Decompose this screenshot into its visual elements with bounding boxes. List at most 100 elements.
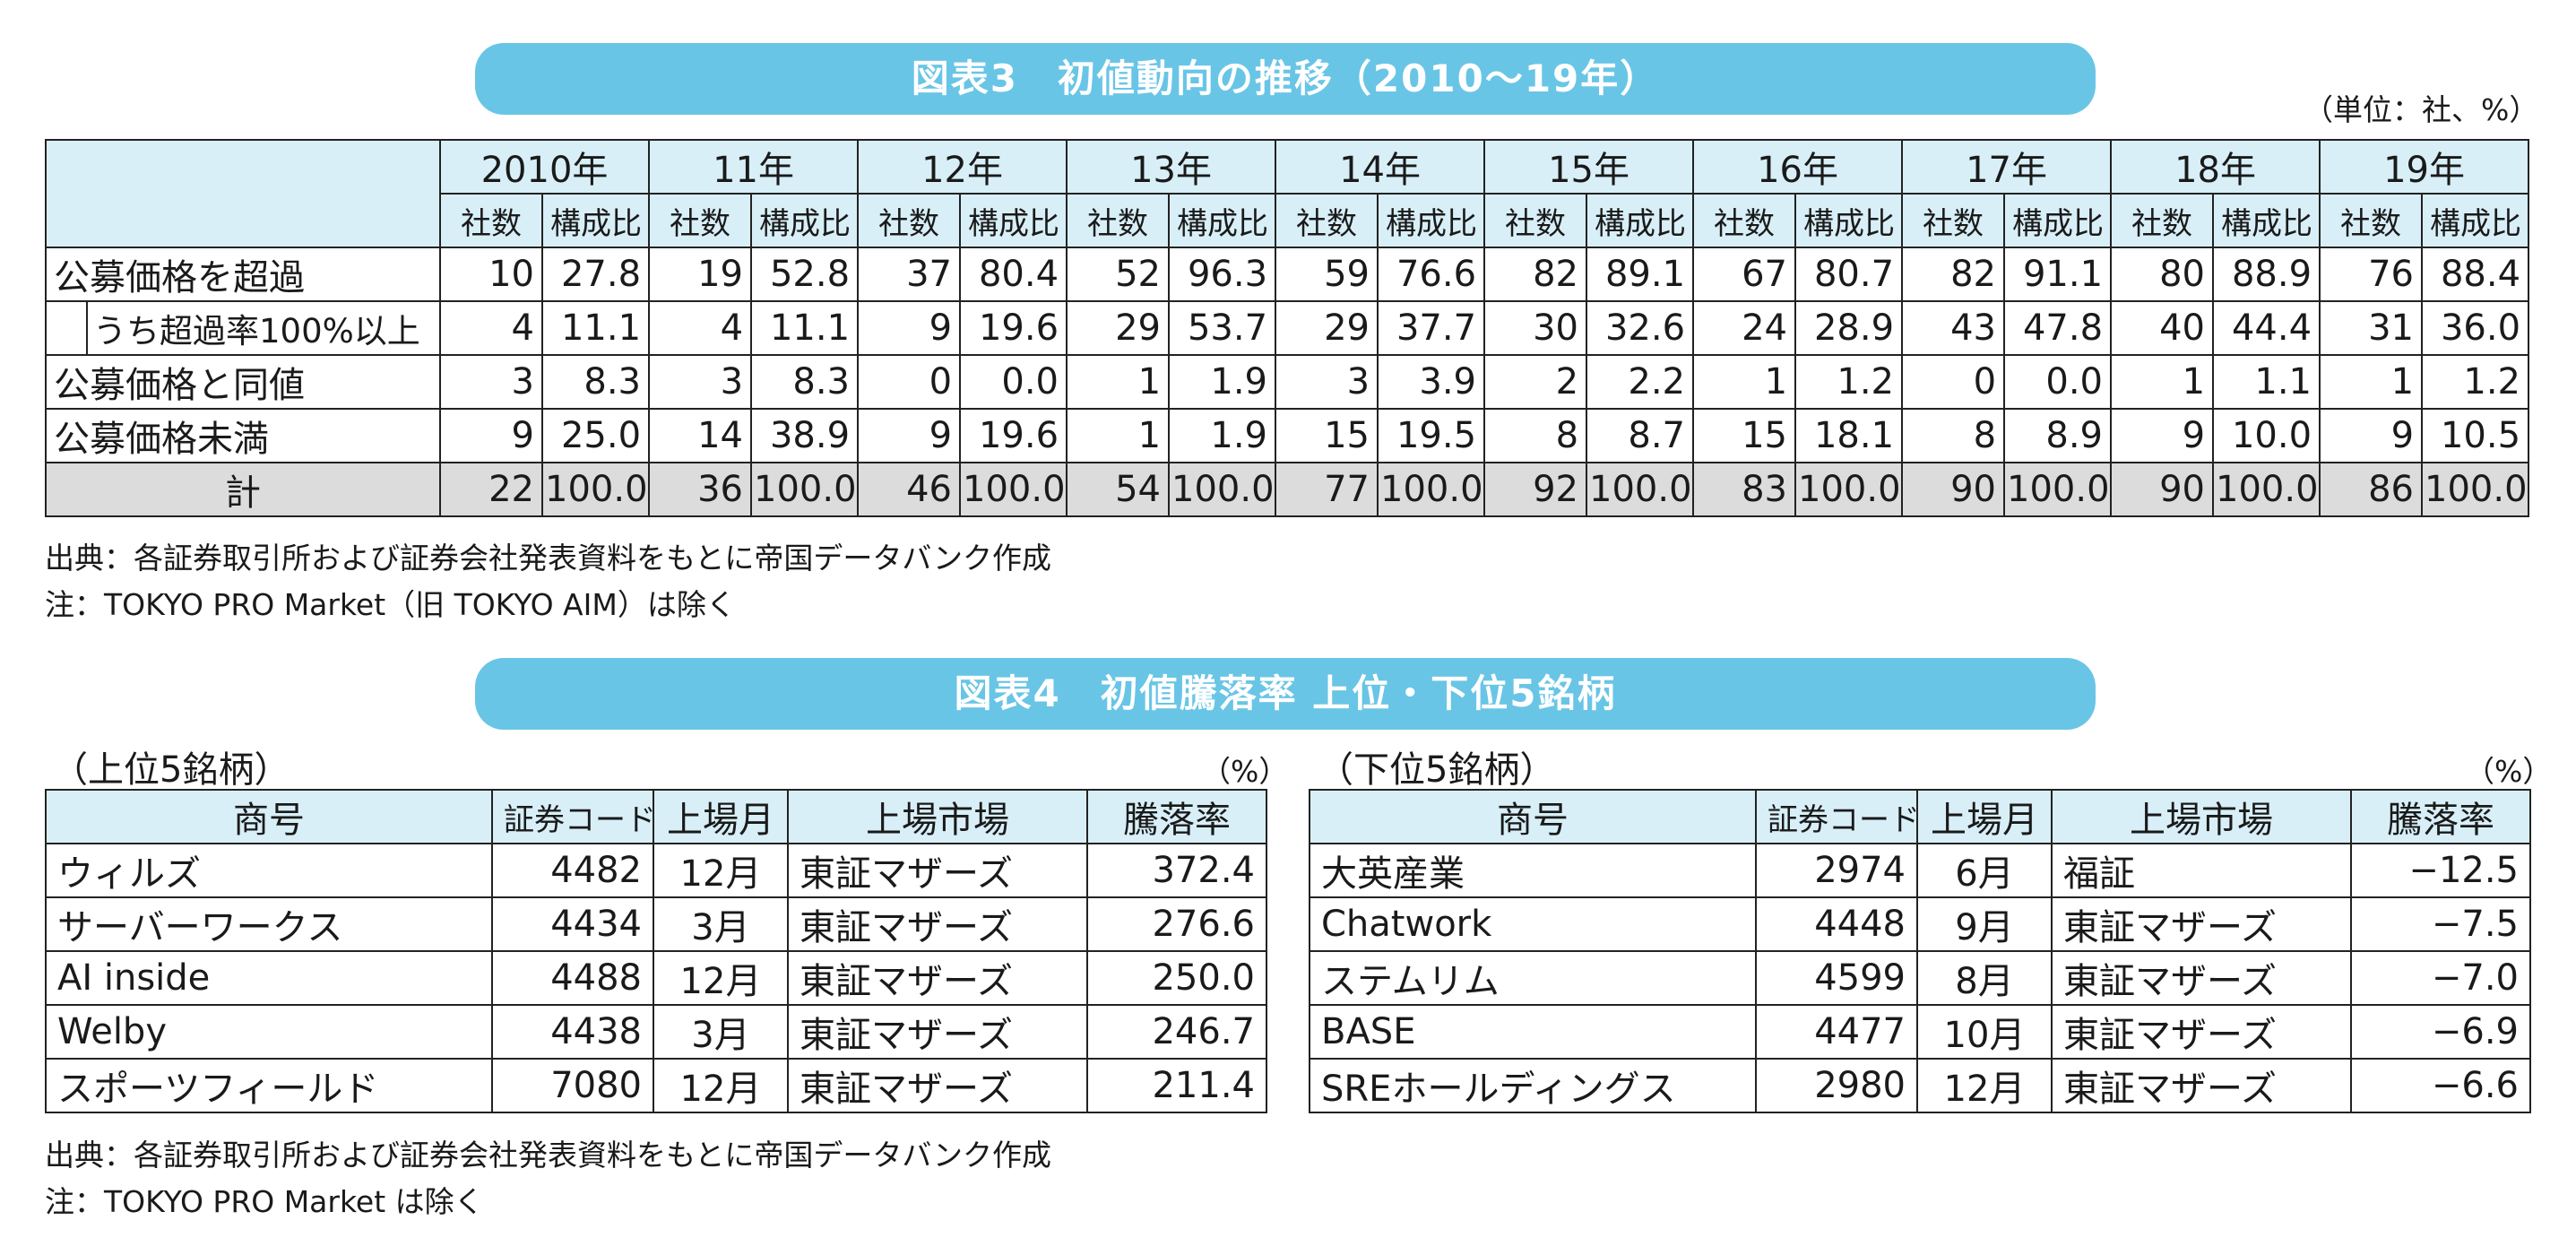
col-header-count: 社数	[648, 193, 753, 248]
count-cell: 90	[1901, 462, 2006, 517]
col-header-month: 上場月	[1916, 789, 2053, 844]
company-name-cell: AI inside	[45, 950, 493, 1006]
count-cell: 92	[1483, 462, 1588, 517]
company-name-cell: ウィルズ	[45, 843, 493, 898]
row-label: 公募価格を超過	[45, 247, 441, 302]
count-cell: 0	[1901, 354, 2006, 410]
ratio-cell: 89.1	[1586, 247, 1695, 302]
ratio-cell: 19.5	[1377, 408, 1486, 463]
ratio-cell: 19.6	[959, 300, 1068, 356]
count-cell: 83	[1692, 462, 1797, 517]
market-cell: 東証マザーズ	[2051, 1058, 2352, 1113]
count-cell: 46	[857, 462, 962, 517]
ratio-cell: 100.0	[540, 462, 651, 517]
security-code-cell: 4599	[1755, 950, 1918, 1006]
col-header-code: 証券コード	[1755, 789, 1918, 844]
ratio-cell: 10.5	[2421, 408, 2530, 463]
figure3-note: 注：TOKYO PRO Market（旧 TOKYO AIM）は除く	[45, 587, 736, 622]
ratio-cell: 25.0	[540, 408, 651, 463]
company-name-cell: ステムリム	[1309, 950, 1757, 1006]
count-cell: 1	[1692, 354, 1797, 410]
year-header: 19年	[2319, 139, 2530, 195]
count-cell: 14	[648, 408, 753, 463]
ratio-cell: 32.6	[1586, 300, 1695, 356]
bottom5-unit-label: （%）	[2465, 754, 2553, 789]
count-cell: 22	[439, 462, 543, 517]
col-header-count: 社数	[2319, 193, 2424, 248]
ratio-cell: 88.9	[2212, 247, 2321, 302]
sub-header-row: 社数 構成比 社数 構成比 社数 構成比 社数 構成比 社数 構成比 社数 構成比 社数 構成比 社数 構成比…	[46, 193, 2530, 248]
ratio-cell: 11.1	[540, 300, 651, 356]
year-header: 13年	[1066, 139, 1277, 195]
figure4-source: 出典：各証券取引所および証券会社発表資料をもとに帝国データバンク作成	[45, 1138, 1051, 1173]
col-header-code: 証券コード	[491, 789, 654, 844]
ratio-cell: 96.3	[1168, 247, 1277, 302]
table-row: スポーツフィールド 7080 12月 東証マザーズ 211.4	[45, 1058, 1267, 1113]
ratio-cell: 8.9	[2003, 408, 2113, 463]
corner-cell	[45, 139, 441, 248]
year-header: 15年	[1483, 139, 1695, 195]
ratio-cell: 8.7	[1586, 408, 1695, 463]
table-row: AI inside 4488 12月 東証マザーズ 250.0	[45, 950, 1267, 1006]
count-cell: 30	[1483, 300, 1588, 356]
ratio-cell: 27.8	[540, 247, 651, 302]
ratio-cell: 3.9	[1377, 354, 1486, 410]
ratio-cell: 53.7	[1168, 300, 1277, 356]
count-cell: 37	[857, 247, 962, 302]
count-cell: 36	[648, 462, 753, 517]
figure4-note: 注：TOKYO PRO Market は除く	[45, 1184, 484, 1219]
count-cell: 4	[439, 300, 543, 356]
security-code-cell: 4438	[491, 1004, 654, 1060]
count-cell: 67	[1692, 247, 1797, 302]
security-code-cell: 2974	[1755, 843, 1918, 898]
ratio-cell: 1.2	[1794, 354, 1904, 410]
count-cell: 43	[1901, 300, 2006, 356]
listing-month-cell: 9月	[1916, 896, 2053, 952]
listing-month-cell: 8月	[1916, 950, 2053, 1006]
count-cell: 15	[1692, 408, 1797, 463]
year-header: 14年	[1275, 139, 1486, 195]
count-cell: 59	[1275, 247, 1379, 302]
count-cell: 3	[439, 354, 543, 410]
table-row: 計 22 100.0 36 100.0 46 100.0 54 100.0 77 100.0 92 10…	[45, 462, 2530, 517]
market-cell: 東証マザーズ	[787, 1058, 1088, 1113]
ratio-cell: 100.0	[1168, 462, 1277, 517]
ratio-cell: 100.0	[1377, 462, 1486, 517]
count-cell: 19	[648, 247, 753, 302]
col-header-count: 社数	[857, 193, 962, 248]
col-header-ratio: 構成比	[1794, 193, 1904, 248]
count-cell: 3	[1275, 354, 1379, 410]
count-cell: 80	[2110, 247, 2215, 302]
row-label: 公募価格未満	[45, 408, 441, 463]
change-rate-cell: −6.9	[2350, 1004, 2531, 1060]
ratio-cell: 100.0	[959, 462, 1068, 517]
ratio-cell: 1.1	[2212, 354, 2321, 410]
ratio-cell: 0.0	[2003, 354, 2113, 410]
table-row: サーバーワークス 4434 3月 東証マザーズ 276.6	[45, 896, 1267, 952]
listing-month-cell: 6月	[1916, 843, 2053, 898]
security-code-cell: 7080	[491, 1058, 654, 1113]
col-header-count: 社数	[1275, 193, 1379, 248]
count-cell: 29	[1275, 300, 1379, 356]
count-cell: 2	[1483, 354, 1588, 410]
company-name-cell: SREホールディングス	[1309, 1058, 1757, 1113]
ratio-cell: 76.6	[1377, 247, 1486, 302]
ratio-cell: 52.8	[750, 247, 860, 302]
top5-caption: （上位5銘柄）	[52, 749, 290, 791]
company-name-cell: スポーツフィールド	[45, 1058, 493, 1113]
company-name-cell: Chatwork	[1309, 896, 1757, 952]
count-cell: 52	[1066, 247, 1171, 302]
count-cell: 15	[1275, 408, 1379, 463]
row-label: 計	[45, 462, 441, 517]
company-name-cell: サーバーワークス	[45, 896, 493, 952]
ratio-cell: 100.0	[1586, 462, 1695, 517]
market-cell: 東証マザーズ	[787, 950, 1088, 1006]
count-cell: 82	[1483, 247, 1588, 302]
count-cell: 8	[1901, 408, 2006, 463]
indent-spacer	[48, 303, 88, 353]
market-cell: 東証マザーズ	[2051, 1004, 2352, 1060]
listing-month-cell: 12月	[1916, 1058, 2053, 1113]
figure3-title-banner: 図表3 初値動向の推移（2010～19年）	[475, 43, 2096, 115]
top5-table: 商号 証券コード 上場月 上場市場 騰落率 ウィルズ 4482 12月 東証マザーズ 3…	[45, 789, 1267, 1113]
col-header-count: 社数	[2110, 193, 2215, 248]
